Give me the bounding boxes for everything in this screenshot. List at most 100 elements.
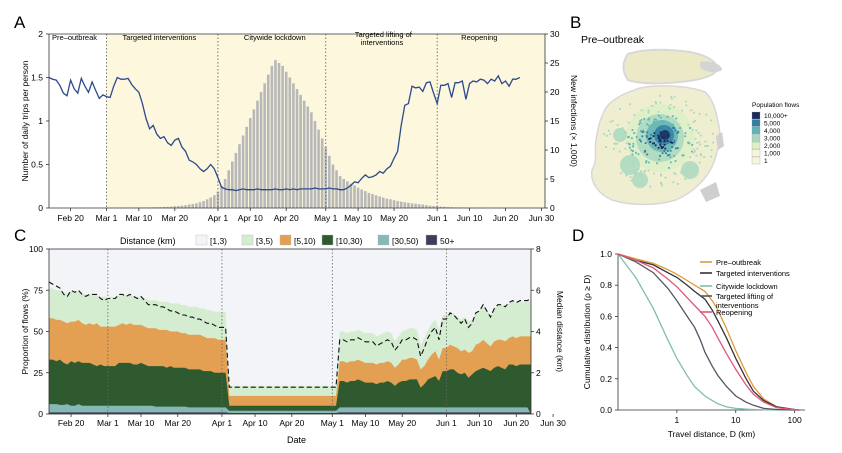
map-flow-dot [640, 119, 643, 121]
map-flow-dot [642, 131, 645, 133]
map-neighbor-patch [716, 132, 724, 150]
map-flow-dot [645, 160, 648, 163]
map-flow-dot [692, 121, 695, 123]
infection-bar [184, 205, 187, 208]
infection-bar [202, 201, 205, 208]
map-flow-dot [671, 115, 674, 118]
map-flow-dot [652, 135, 655, 137]
map-flow-dot [694, 150, 696, 153]
map-flow-dot [699, 143, 702, 146]
y-tick-label: 0.4 [600, 343, 612, 353]
map-flow-dot [666, 116, 669, 118]
population-legend-label: 1 [764, 158, 768, 165]
distance-legend-label: 50+ [440, 236, 454, 246]
distance-legend-label: [30,50) [392, 236, 419, 246]
map-flow-dot [634, 170, 637, 173]
infection-bar [421, 204, 425, 208]
map-flow-dot [647, 124, 650, 127]
map-flow-dot [673, 141, 675, 144]
x-tick-label: May 20 [380, 213, 408, 223]
y2-tick-label: 6 [536, 285, 541, 295]
infection-bar [443, 206, 446, 208]
phase-label-lifting-1: Targeted lifting of [355, 30, 413, 39]
map-flow-dot [689, 156, 691, 159]
infection-bar [166, 206, 169, 208]
infection-bar [159, 207, 162, 208]
map-flow-dot [629, 103, 631, 106]
map-flow-dot [658, 114, 660, 117]
map-flow-dot [640, 170, 643, 172]
map-flow-dot [674, 147, 677, 150]
map-flow-dot [669, 161, 672, 164]
map-flow-dot [669, 103, 672, 106]
map-flow-dot [668, 167, 670, 169]
map-flow-dot [647, 111, 650, 114]
map-flow-dot [609, 120, 612, 123]
map-flow-dot [647, 118, 650, 121]
y2-tick-label: 15 [550, 116, 560, 126]
infection-bar [392, 200, 396, 208]
map-flow-dot [694, 137, 697, 140]
area-1030 [49, 359, 531, 414]
y2-tick-label: 20 [550, 87, 560, 97]
map-flow-dot [605, 134, 608, 137]
infection-bar [346, 181, 349, 208]
map-flow-dot [710, 149, 713, 151]
map-flow-dot [660, 174, 662, 177]
map-flow-dot [666, 140, 669, 143]
phase-bg-targeted [106, 34, 218, 208]
map-flow-dot [654, 144, 657, 147]
x-tick-label: 1 [675, 415, 680, 425]
distance-legend-label: [3,5) [256, 236, 273, 246]
map-flow-dot [619, 128, 622, 131]
map-flow-dot [693, 111, 695, 114]
map-flow-dot [707, 145, 709, 147]
map-title: Pre–outbreak [581, 34, 645, 46]
infection-bar [399, 201, 403, 208]
map-flow-dot [656, 128, 658, 131]
population-legend-title: Population flows [752, 102, 800, 109]
phase-label-reopening: Reopening [461, 33, 497, 42]
map-flow-dot [613, 142, 616, 145]
infection-bar [281, 65, 284, 209]
infection-bar [252, 109, 256, 208]
map-flow-dot [660, 136, 663, 139]
infection-bar [155, 207, 159, 208]
map-flow-dot [673, 172, 676, 174]
population-legend-label: 2,000 [764, 143, 781, 150]
map-flow-dot [691, 128, 694, 131]
infection-bar [270, 65, 274, 209]
map-flow-dot [631, 129, 634, 131]
map-flow-dot [671, 97, 673, 100]
infection-bar [223, 179, 227, 208]
map-flow-dot [661, 136, 664, 139]
phase-label-targeted: Targeted interventions [123, 33, 197, 42]
population-legend-swatch [751, 126, 761, 135]
infection-bar [435, 206, 439, 208]
y-tick-label: 0.8 [600, 280, 612, 290]
map-flow-dot [650, 133, 652, 136]
map-island-east [700, 61, 722, 73]
x-tick-label: Jun 30 [540, 418, 566, 428]
infection-bar [353, 185, 356, 208]
map-flow-dot [674, 160, 677, 162]
infection-bar [425, 205, 428, 208]
infection-bar [248, 118, 252, 208]
y-tick-label: 0 [38, 409, 43, 419]
map-flow-dot [688, 142, 691, 145]
map-neighbor-patch [700, 182, 720, 202]
infection-bar [338, 176, 342, 208]
x-tick-label: May 20 [388, 418, 416, 428]
x-tick-label: Apr 10 [238, 213, 263, 223]
map-flow-dot [660, 116, 662, 119]
y-tick-label: 0.5 [31, 160, 43, 170]
y-tick-label: 0.2 [600, 374, 612, 384]
distance-legend-swatch [377, 234, 390, 246]
y2-tick-label: 0 [536, 409, 541, 419]
infection-bar [342, 179, 346, 208]
map-flow-dot [649, 185, 652, 188]
map-flow-dot [630, 149, 633, 152]
map-flow-dot [637, 153, 640, 156]
map-flow-dot [672, 123, 674, 126]
